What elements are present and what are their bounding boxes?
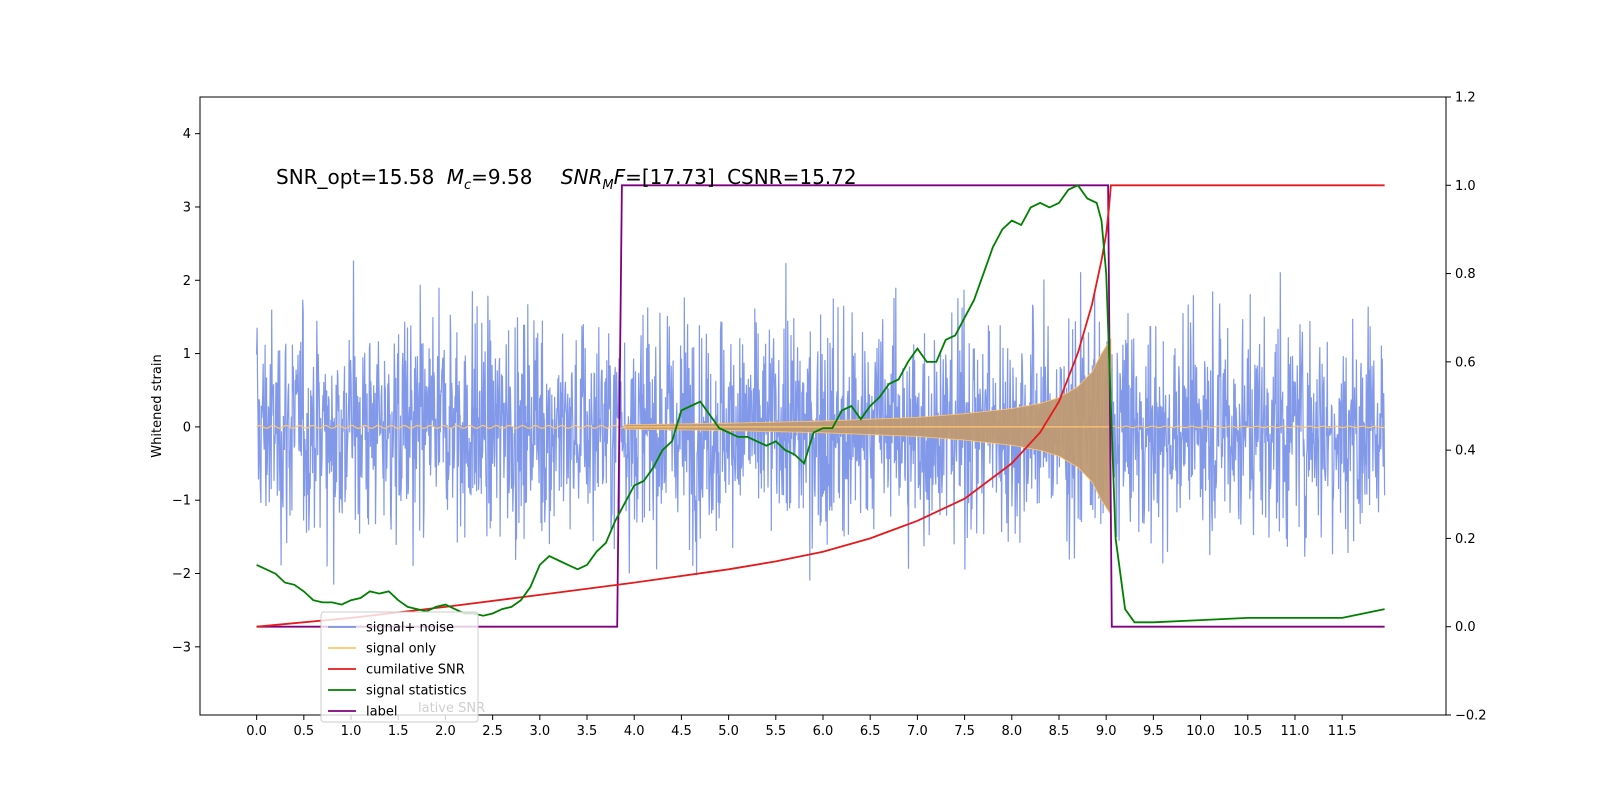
- snr-mf-symbol: SNR: [561, 165, 603, 189]
- x-tick-label: 10.5: [1233, 724, 1262, 739]
- series-signal-statistics: [256, 184, 1385, 624]
- x-tick-label: 1.0: [341, 724, 362, 739]
- series-label: [256, 184, 1385, 628]
- x-tick-label: 0.5: [293, 724, 314, 739]
- y-left-tick-label: −2: [172, 567, 191, 582]
- x-tick-label: 11.0: [1280, 724, 1309, 739]
- legend-item: label: [328, 705, 397, 720]
- legend-item: signal only: [328, 642, 436, 657]
- x-tick-label: 0.0: [246, 724, 267, 739]
- legend-item: signal+ noise: [328, 621, 454, 636]
- x-tick-label: 5.0: [718, 724, 739, 739]
- snr-mf-subscript: M: [602, 178, 613, 193]
- snr-mf-f: F: [614, 165, 626, 189]
- legend-label: cumilative SNR: [366, 663, 465, 678]
- y-left-tick-label: −1: [172, 494, 191, 509]
- y-left-tick-label: 1: [183, 347, 191, 362]
- y-left-tick-label: 2: [183, 274, 191, 289]
- legend-item: signal statistics: [328, 684, 467, 699]
- y-right-tick-label: 0.6: [1455, 355, 1476, 370]
- plot-area: [256, 184, 1386, 628]
- snr-mf-value: =[17.73]: [625, 165, 715, 189]
- y-right-tick-label: 1.2: [1455, 91, 1476, 106]
- mc-value: =9.58: [471, 165, 532, 189]
- x-tick-label: 8.5: [1049, 724, 1070, 739]
- legend-item: cumilative SNR: [328, 663, 465, 678]
- mc-subscript: c: [464, 178, 471, 193]
- legend-label: label: [366, 705, 397, 720]
- signal-only-line: [256, 424, 1385, 430]
- y-left-tick-label: 3: [183, 200, 191, 215]
- csnr-text: CSNR=15.72: [727, 165, 857, 189]
- y-right-tick-label: 0.8: [1455, 267, 1476, 282]
- legend-label: signal statistics: [366, 684, 467, 699]
- x-tick-label: 9.5: [1143, 724, 1164, 739]
- series-cumilative-snr: [256, 184, 1385, 628]
- x-tick-label: 1.5: [388, 724, 409, 739]
- x-tick-label: 7.5: [954, 724, 975, 739]
- y-right-tick-label: 0.0: [1455, 620, 1476, 635]
- x-tick-label: 4.0: [624, 724, 645, 739]
- legend-items: signal+ noise signal only cumilative SNR si…: [328, 621, 467, 720]
- y-axis-right: 1.2 1.0 0.8 0.6 0.4 0.2 0.0 −0.2: [1446, 91, 1487, 724]
- legend: lative SNR signal+ noise signal only cumil…: [320, 611, 485, 723]
- y-right-tick-label: 0.4: [1455, 444, 1476, 459]
- x-tick-label: 5.5: [765, 724, 786, 739]
- legend-label: signal only: [366, 642, 436, 657]
- legend-label: signal+ noise: [366, 621, 454, 636]
- y-axis-left: 4 3 2 1 0 −1 −2 −3: [172, 127, 200, 655]
- x-tick-label: 3.0: [529, 724, 550, 739]
- y-left-tick-label: −3: [172, 640, 191, 655]
- x-tick-label: 4.5: [671, 724, 692, 739]
- snr-opt-text: SNR_opt=15.58: [276, 165, 434, 189]
- x-tick-label: 8.0: [1001, 724, 1022, 739]
- x-tick-label: 9.0: [1096, 724, 1117, 739]
- x-tick-label: 3.5: [577, 724, 598, 739]
- y-left-tick-label: 4: [183, 127, 191, 142]
- x-tick-label: 7.0: [907, 724, 928, 739]
- y-axis-label: Whitened strain: [150, 354, 165, 457]
- legend-box: [320, 611, 479, 723]
- x-tick-label: 2.5: [482, 724, 503, 739]
- x-axis: 0.0 0.5 1.0 1.5 2.0 2.5 3.0 3.5 4.0 4.5 5.0 5.5 6.0 6…: [246, 715, 1357, 739]
- y-left-tick-label: 0: [183, 420, 191, 435]
- y-right-tick-label: 1.0: [1455, 179, 1476, 194]
- x-tick-label: 11.5: [1328, 724, 1357, 739]
- x-tick-label: 6.5: [860, 724, 881, 739]
- x-tick-label: 6.0: [813, 724, 834, 739]
- snr-annotation: SNR_opt=15.58 Mc=9.58 SNRMF=[17.73] CSNR…: [276, 165, 857, 193]
- legend-ghost-text: lative SNR: [418, 701, 485, 716]
- y-right-tick-label: −0.2: [1455, 709, 1487, 724]
- x-tick-label: 10.0: [1186, 724, 1215, 739]
- mc-symbol: M: [447, 165, 464, 189]
- x-tick-label: 2.0: [435, 724, 456, 739]
- y-right-tick-label: 0.2: [1455, 532, 1476, 547]
